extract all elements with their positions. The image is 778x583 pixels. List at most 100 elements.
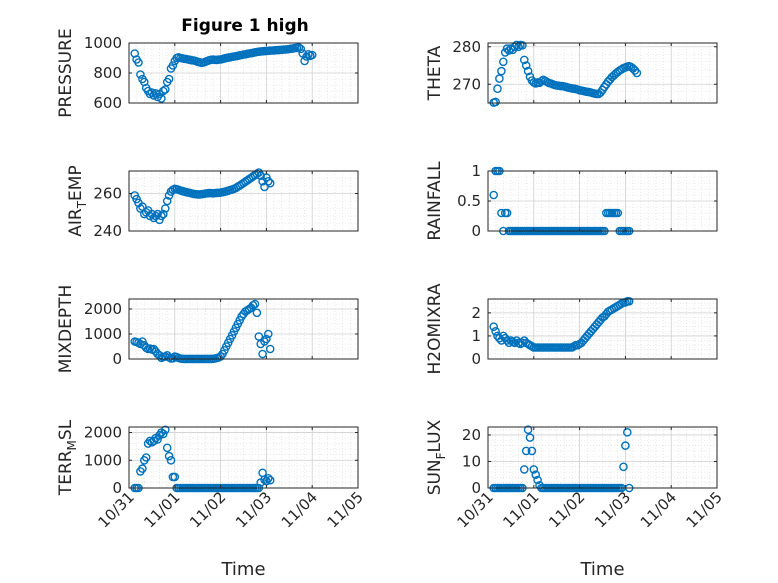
data-point bbox=[145, 89, 155, 99]
y-tick-label: 0 bbox=[112, 479, 122, 497]
data-point bbox=[164, 451, 174, 461]
data-point bbox=[613, 208, 623, 218]
data-point bbox=[260, 337, 269, 346]
subplot-mixdepth: 0 1000 2000 MIXDEPTH bbox=[56, 285, 359, 373]
data-point bbox=[497, 66, 506, 76]
y-tick-label: 600 bbox=[93, 94, 122, 112]
y-tick-label: 10 bbox=[462, 452, 481, 470]
data-point bbox=[164, 74, 174, 84]
data-point bbox=[502, 336, 512, 345]
data-point bbox=[529, 465, 539, 474]
data-point bbox=[502, 44, 512, 53]
y-tick-label: 2000 bbox=[84, 300, 122, 318]
subplot-h2omixra: 0 1 2 H2OMIXRA bbox=[425, 283, 718, 375]
subplot-theta: 270 280 THETA bbox=[425, 38, 718, 107]
series-points bbox=[489, 40, 642, 107]
data-point bbox=[254, 332, 264, 341]
series-points bbox=[130, 43, 317, 103]
x-tick-label: 11/05 bbox=[324, 488, 367, 531]
x-tick-label: 11/03 bbox=[232, 488, 275, 531]
y-axis-label: RAINFALL bbox=[425, 161, 445, 241]
data-point bbox=[619, 462, 628, 472]
data-point bbox=[265, 178, 275, 188]
data-point bbox=[158, 86, 168, 96]
data-point bbox=[139, 77, 149, 87]
data-point bbox=[304, 50, 313, 59]
data-point bbox=[157, 94, 166, 103]
data-point bbox=[537, 76, 546, 86]
data-point bbox=[250, 299, 260, 309]
data-point bbox=[495, 74, 504, 83]
data-point bbox=[263, 329, 273, 339]
data-point bbox=[256, 171, 266, 180]
data-point bbox=[523, 425, 533, 435]
figure-title: Figure 1 high bbox=[181, 16, 309, 36]
data-point bbox=[168, 61, 178, 70]
axes-box bbox=[487, 42, 718, 104]
data-point bbox=[166, 455, 176, 465]
data-point bbox=[149, 91, 159, 100]
data-point bbox=[263, 176, 273, 186]
data-point bbox=[523, 66, 533, 76]
series-points bbox=[130, 299, 275, 364]
x-tick-label: 11/02 bbox=[186, 488, 229, 531]
data-point bbox=[153, 435, 162, 444]
y-tick-label: 1 bbox=[471, 162, 481, 180]
data-point bbox=[141, 453, 151, 462]
data-point bbox=[623, 427, 632, 437]
x-tick-label: 11/01 bbox=[140, 488, 183, 531]
y-tick-label: 0 bbox=[471, 350, 481, 368]
data-point bbox=[265, 475, 275, 485]
x-tick-label: 11/03 bbox=[591, 488, 634, 531]
data-point bbox=[533, 475, 542, 485]
y-tick-label: 1000 bbox=[84, 451, 122, 469]
y-tick-label: 0.5 bbox=[457, 192, 481, 210]
y-tick-label: 0 bbox=[471, 222, 481, 240]
data-point bbox=[263, 473, 273, 483]
data-point bbox=[621, 441, 630, 450]
data-point bbox=[489, 190, 499, 200]
data-point bbox=[134, 58, 143, 67]
data-point bbox=[512, 40, 521, 50]
data-point bbox=[294, 43, 304, 52]
data-point bbox=[252, 308, 262, 318]
data-point bbox=[491, 97, 500, 107]
x-tick-label: 11/02 bbox=[545, 488, 588, 531]
data-point bbox=[258, 349, 267, 359]
data-point bbox=[504, 338, 514, 348]
data-point bbox=[160, 425, 170, 435]
data-point bbox=[138, 464, 147, 473]
data-point bbox=[518, 338, 527, 348]
data-point bbox=[491, 326, 500, 336]
data-point bbox=[158, 209, 168, 219]
data-point bbox=[162, 196, 172, 206]
y-tick-label: 1000 bbox=[84, 325, 122, 343]
data-point bbox=[521, 446, 531, 456]
y-tick-label: 0 bbox=[471, 479, 481, 497]
data-point bbox=[130, 49, 139, 58]
data-point bbox=[300, 56, 309, 66]
subplot-rainfall: 0 0.5 1 RAINFALL bbox=[425, 161, 718, 241]
y-axis-label: THETA bbox=[425, 45, 445, 101]
y-axis-label: AIRTEMP bbox=[66, 165, 89, 236]
data-point bbox=[248, 300, 258, 310]
data-point bbox=[302, 52, 311, 61]
data-point bbox=[157, 211, 166, 221]
data-point bbox=[520, 465, 529, 474]
data-point bbox=[498, 57, 508, 67]
y-axis-label: SUNFLUX bbox=[425, 419, 448, 495]
y-tick-label: 800 bbox=[93, 64, 122, 82]
data-point bbox=[162, 443, 172, 453]
data-point bbox=[136, 339, 145, 349]
data-point bbox=[525, 433, 535, 442]
series-points bbox=[130, 425, 275, 493]
series-points bbox=[130, 168, 275, 225]
minor-grid bbox=[487, 427, 718, 489]
data-point bbox=[497, 208, 506, 218]
y-axis-label: PRESSURE bbox=[56, 28, 76, 117]
series-points bbox=[489, 296, 634, 352]
x-tick-label: 11/04 bbox=[637, 488, 680, 531]
